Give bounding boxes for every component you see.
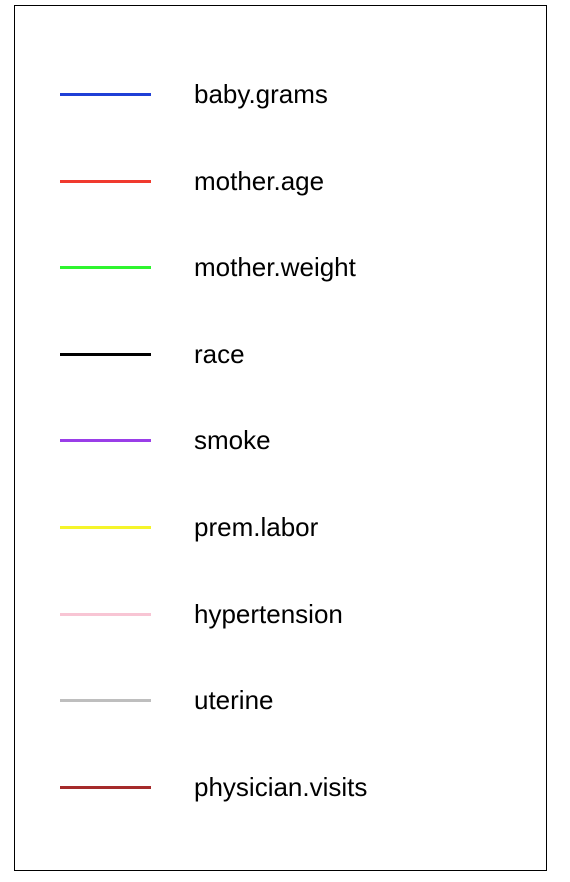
legend-swatch-hypertension [60,613,151,616]
legend-item-physician-visits: physician.visits [15,767,546,807]
legend-item-smoke: smoke [15,420,546,460]
legend-swatch-race [60,353,151,356]
legend-label-mother-weight: mother.weight [194,252,356,282]
legend-swatch-mother-age [60,180,151,183]
legend-item-prem-labor: prem.labor [15,507,546,547]
legend-swatch-smoke [60,439,151,442]
legend-item-mother-weight: mother.weight [15,247,546,287]
legend-swatch-baby-grams [60,93,151,96]
legend-swatch-mother-weight [60,266,151,269]
legend-label-uterine: uterine [194,685,274,715]
legend-label-hypertension: hypertension [194,599,343,629]
legend-label-physician-visits: physician.visits [194,772,368,802]
legend-item-mother-age: mother.age [15,161,546,201]
legend-swatch-prem-labor [60,526,151,529]
legend-item-race: race [15,334,546,374]
legend-item-baby-grams: baby.grams [15,74,546,114]
legend-swatch-physician-visits [60,786,151,789]
legend-swatch-uterine [60,699,151,702]
legend-label-prem-labor: prem.labor [194,512,319,542]
legend-label-smoke: smoke [194,425,271,455]
legend-label-mother-age: mother.age [194,166,325,196]
legend-label-baby-grams: baby.grams [194,79,328,109]
chart-legend: baby.grams mother.age mother.weight race… [14,5,547,871]
legend-item-uterine: uterine [15,680,546,720]
legend-label-race: race [194,339,245,369]
legend-item-hypertension: hypertension [15,594,546,634]
